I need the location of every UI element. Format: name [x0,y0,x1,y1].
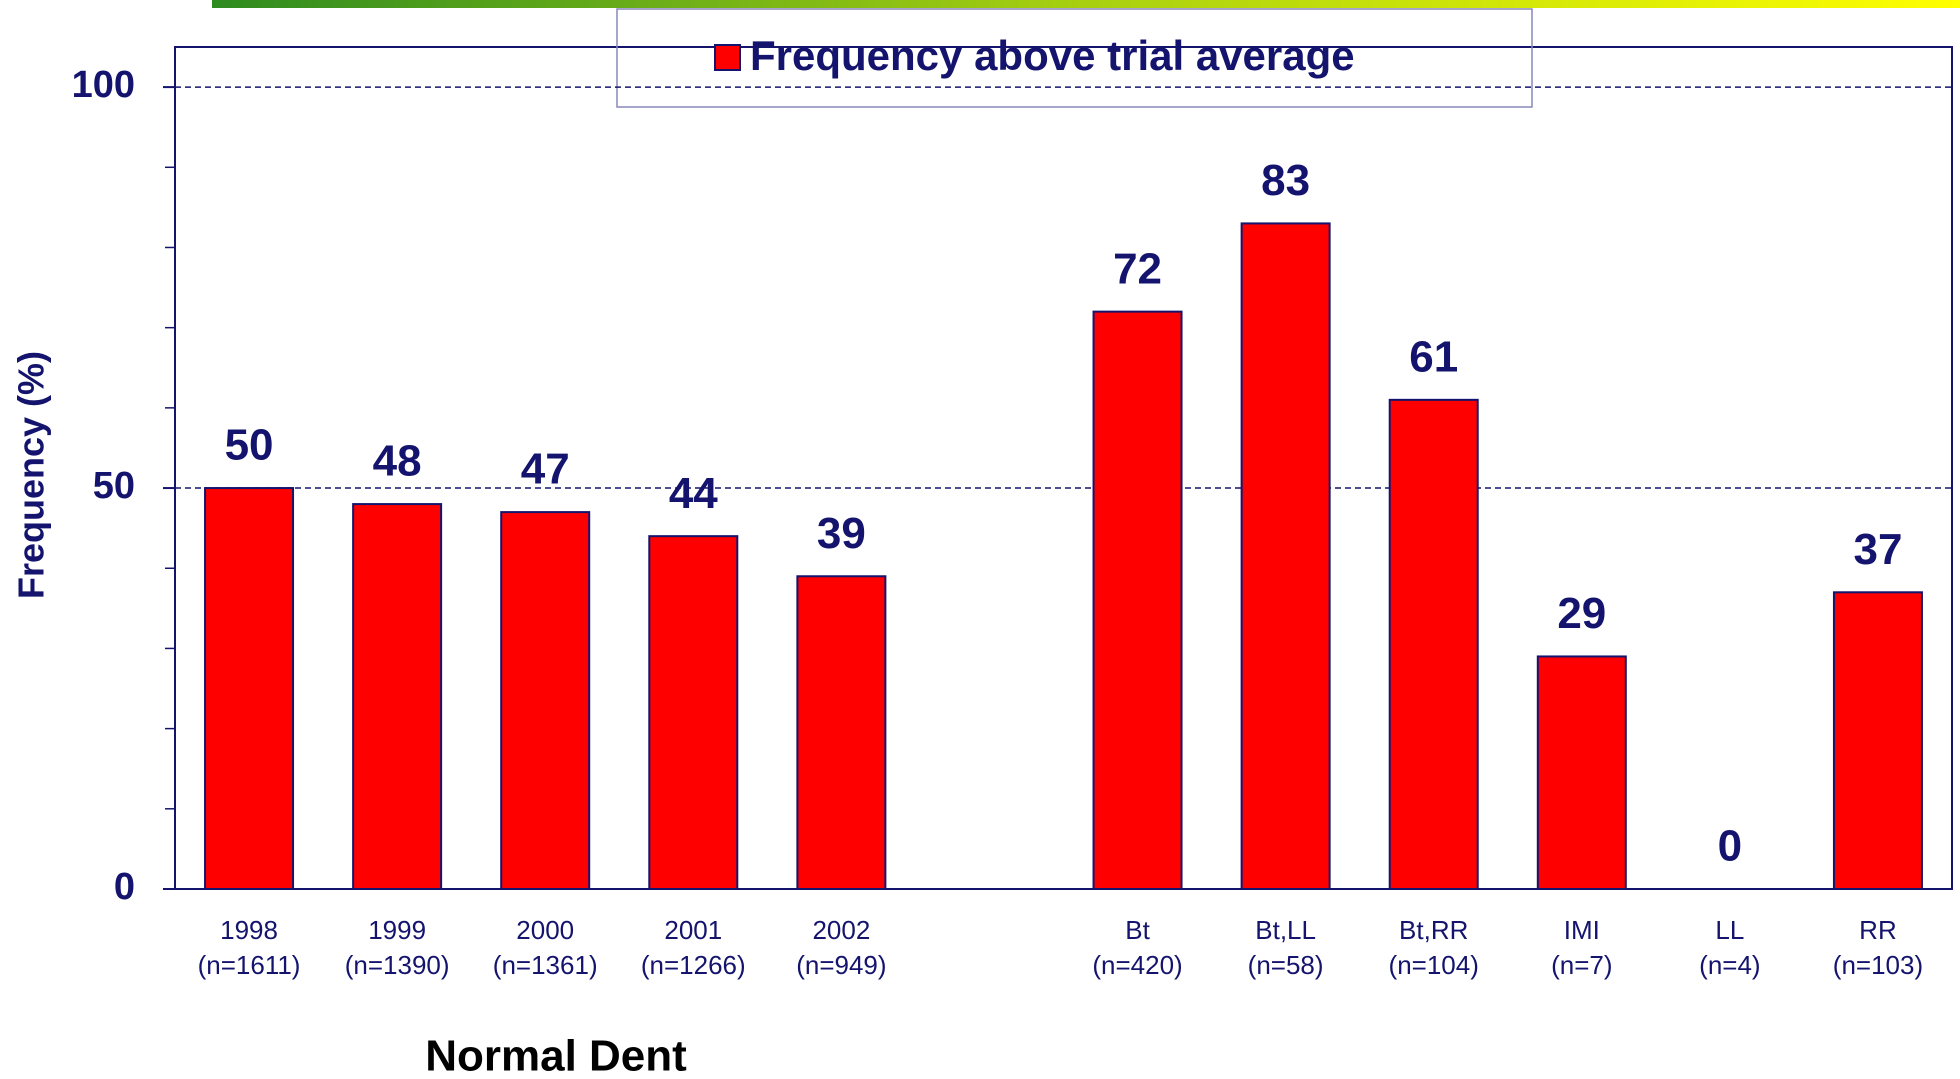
x-tick-label: 2002 [812,915,870,945]
bar [500,511,591,890]
x-tick-label: Bt [1125,915,1150,945]
value-label: 29 [1557,589,1606,638]
x-tick-label: LL [1715,915,1744,945]
value-label: 50 [225,421,274,470]
value-label: 0 [1718,822,1742,871]
sample-size-label: (n=949) [796,950,886,980]
sample-size-label: (n=103) [1833,950,1923,980]
value-label: 37 [1853,525,1902,574]
bar [796,575,887,890]
sample-size-label: (n=420) [1092,950,1182,980]
legend-label: Frequency above trial average [750,32,1355,79]
x-tick-label: Bt,LL [1255,915,1316,945]
x-tick-label: 2001 [664,915,722,945]
x-tick-label: 1998 [220,915,278,945]
legend-swatch [714,44,741,71]
x-tick-label: RR [1859,915,1897,945]
sample-size-label: (n=4) [1699,950,1760,980]
value-label: 61 [1409,332,1458,381]
sample-size-label: (n=7) [1551,950,1612,980]
sample-size-label: (n=1266) [641,950,746,980]
x-tick-label: 2000 [516,915,574,945]
y-tick-label: 100 [72,64,135,106]
sample-size-label: (n=1390) [345,950,450,980]
bar [204,487,295,890]
value-label: 47 [521,445,570,494]
bar [1536,655,1627,891]
value-label: 39 [817,509,866,558]
bar [1240,222,1331,890]
sample-size-label: (n=104) [1389,950,1479,980]
value-label: 83 [1261,156,1310,205]
value-label: 72 [1113,244,1162,293]
top-banner [212,0,1960,8]
bar [1092,310,1183,890]
legend-box [616,8,1533,108]
bar [1832,591,1923,890]
bar [1388,398,1479,890]
bar [648,535,739,891]
value-label: 48 [373,437,422,486]
y-tick-label: 0 [114,866,135,908]
group-label: Normal Dent [425,1032,687,1079]
y-axis-label: Frequency (%) [11,351,52,599]
sample-size-label: (n=58) [1248,950,1324,980]
bar [352,503,443,890]
plot-frame [174,46,1953,890]
x-tick-label: 1999 [368,915,426,945]
value-label: 44 [669,469,718,518]
y-tick-label: 50 [93,465,135,507]
x-tick-label: IMI [1564,915,1600,945]
sample-size-label: (n=1361) [493,950,598,980]
sample-size-label: (n=1611) [198,950,301,980]
x-tick-label: Bt,RR [1399,915,1468,945]
